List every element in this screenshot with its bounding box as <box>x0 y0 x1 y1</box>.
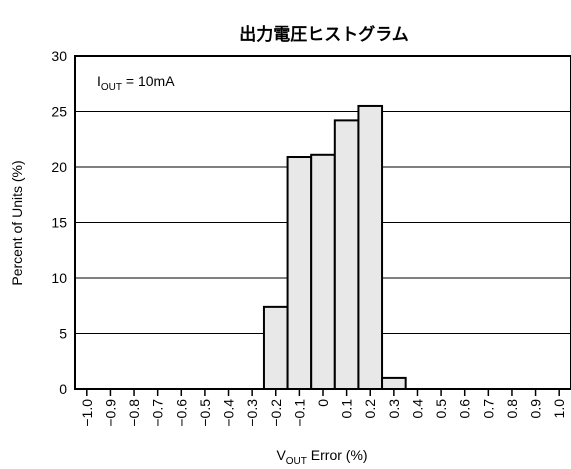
x-tick-label: 0.6 <box>457 399 473 419</box>
x-tick-label: −1.0 <box>79 399 95 427</box>
x-tick-label: 0.8 <box>504 399 520 419</box>
x-tick-label: 0.4 <box>409 399 425 419</box>
x-axis-label: VOUT Error (%) <box>276 447 367 467</box>
x-axis-ticks: −1.0 −0.9 −0.8 −0.7 −0.6 −0.5 −0.4 −0.3 −0.2 −0.1… <box>79 389 567 427</box>
histogram-bar <box>310 153 336 390</box>
x-tick-label: 0.9 <box>528 399 544 419</box>
x-tick-label: 0.7 <box>480 399 496 419</box>
y-tick-label: 0 <box>59 381 67 397</box>
x-tick-label: −0.1 <box>291 399 307 427</box>
y-axis-ticks: 0 5 10 15 20 25 30 <box>51 48 67 397</box>
y-tick-label: 10 <box>51 270 67 286</box>
x-tick-label: −0.3 <box>244 399 260 427</box>
histogram-bar <box>286 156 313 390</box>
y-tick-label: 25 <box>51 104 67 120</box>
histogram-bar <box>262 305 289 390</box>
y-tick-label: 5 <box>59 326 67 342</box>
x-tick-label: −0.6 <box>173 399 189 427</box>
x-tick-label: −0.5 <box>197 399 213 427</box>
histogram-bar <box>381 376 407 390</box>
current-annotation: IOUT = 10mA <box>97 73 175 93</box>
y-tick-label: 30 <box>51 48 67 64</box>
x-tick-label: 0 <box>315 399 331 407</box>
x-tick-label: 0.1 <box>339 399 355 419</box>
y-tick-label: 15 <box>51 215 67 231</box>
x-tick-label: −0.9 <box>102 399 118 427</box>
x-tick-label: −0.8 <box>126 399 142 427</box>
x-tick-label: 0.5 <box>433 399 449 419</box>
histogram-bar <box>357 104 384 390</box>
bars <box>262 104 407 390</box>
y-tick-label: 20 <box>51 159 67 175</box>
y-axis-label: Percent of Units (%) <box>9 160 25 285</box>
x-tick-label: −0.2 <box>268 399 284 427</box>
chart-title: 出力電圧ヒストグラム <box>239 24 409 44</box>
x-tick-label: −0.7 <box>150 399 166 427</box>
x-tick-label: 1.0 <box>551 399 567 419</box>
x-tick-label: 0.2 <box>362 399 378 419</box>
x-tick-label: 0.3 <box>386 399 402 419</box>
histogram-bar <box>333 119 360 390</box>
x-tick-label: −0.4 <box>221 399 237 427</box>
